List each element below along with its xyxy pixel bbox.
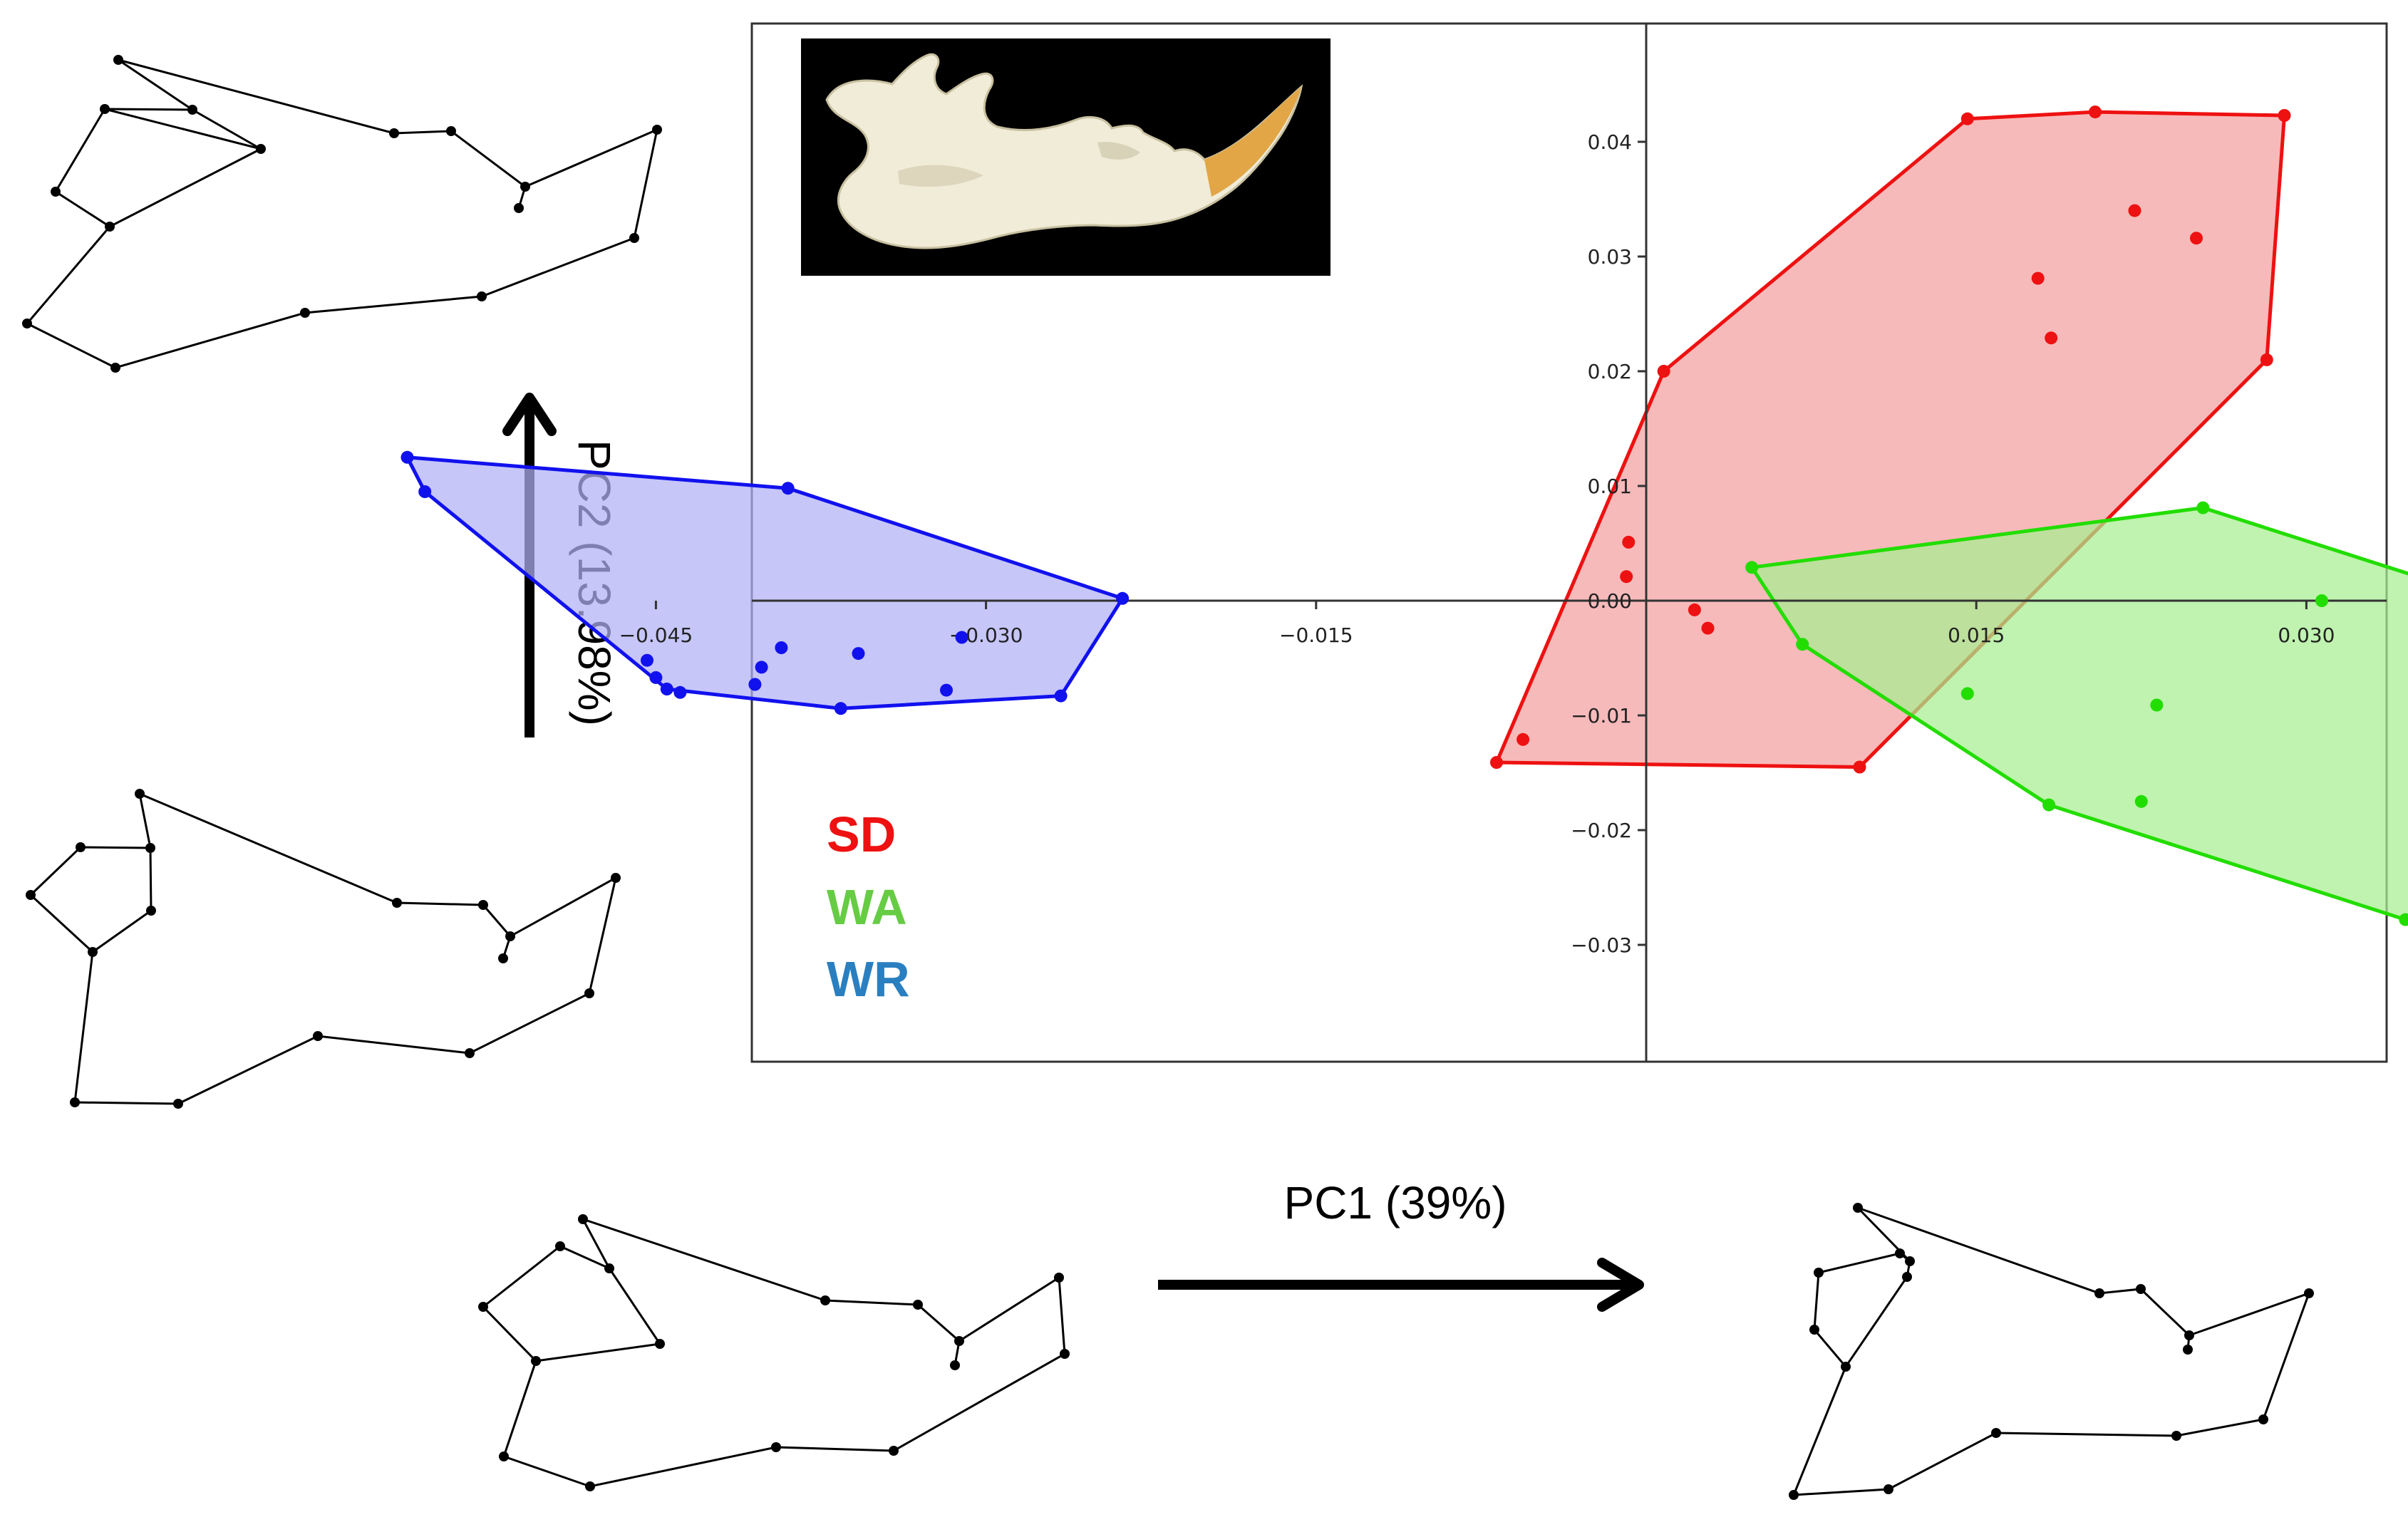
point-sd [1688,603,1701,616]
shape-diagram-outline [502,1275,1066,1488]
y-tick-label: 0.01 [1588,475,1632,498]
point-sd [1620,570,1633,584]
y-tick-label: −0.01 [1571,704,1632,728]
point-sd [2190,232,2203,245]
point-wa [1745,561,1759,574]
point-sd [1622,535,1636,549]
pc1-arrow [1158,1258,1644,1312]
mandible-photo-inset [801,38,1330,276]
y-tick-label: −0.02 [1571,819,1632,842]
point-sd [1490,756,1503,769]
y-tick-label: 0.00 [1588,589,1632,613]
x-tick-label: 0.015 [1948,623,2005,647]
x-tick-label: 0.030 [2278,623,2335,647]
point-wa [2150,698,2164,712]
x-tick-label: −0.045 [619,623,693,647]
hull-wr [405,455,1125,710]
point-sd [2045,331,2058,345]
point-wa [1796,638,1809,651]
shape-diagram-outline [25,58,659,369]
point-sd [2089,105,2102,119]
y-tick-label: 0.02 [1588,360,1632,383]
point-sd [1960,112,1974,125]
legend-label-sd: SD [827,807,896,862]
point-wa [2196,501,2210,514]
point-wr [673,685,687,699]
mandible-bone-icon [825,53,1303,249]
shape-diagram-outline [118,58,526,188]
point-sd [2031,271,2045,285]
point-wr [834,702,847,715]
shape-diagram-outline [582,1218,961,1366]
point-wr [748,678,762,691]
hull-wa [1750,506,2408,923]
point-wr [660,683,673,695]
point-wr [641,653,653,667]
point-sd [1701,621,1715,635]
point-wa [1960,687,1974,700]
point-wr [955,631,968,644]
legend-label-wr: WR [827,951,910,1007]
point-wr [1116,591,1130,605]
point-wa [2315,594,2328,607]
shape-diagram-outline [29,846,151,953]
point-wr [401,450,414,464]
shape-diagram-bottom-right [1789,1203,2314,1500]
shape-diagram-middle-left [26,789,621,1109]
point-wr [1054,689,1068,703]
legend: SD WA WR [827,807,910,1007]
point-wr [781,482,795,495]
y-tick-label: 0.03 [1588,245,1632,269]
x-axis-title: PC1 (39%) [1284,1177,1507,1228]
point-sd [1657,365,1670,378]
shape-diagram-outline [1792,1291,2311,1496]
point-wa [2399,913,2408,926]
point-wr [940,683,953,697]
shape-diagram-outline [1813,1206,1911,1369]
shape-diagram-bottom-left [478,1214,1070,1491]
point-wr [852,647,865,661]
point-sd [2128,204,2141,217]
y-tick-label: 0.04 [1588,130,1632,154]
shape-diagram-top-left [22,55,662,373]
point-sd [1516,733,1530,746]
point-wr [418,485,432,498]
point-sd [2260,353,2273,366]
shape-diagram-outline [73,793,618,1105]
y-tick-label: −0.03 [1571,933,1632,957]
point-sd [2278,109,2291,122]
shape-diagram-outline [109,147,262,228]
point-wa [2042,798,2056,812]
x-tick-label: −0.015 [1279,623,1353,647]
point-wr [755,661,768,674]
shape-diagram-outline [139,792,512,937]
data-points [401,105,2408,926]
point-sd [1853,760,1866,774]
shape-diagram-outline [104,108,193,111]
point-wa [2134,795,2148,808]
legend-label-wa: WA [827,879,907,935]
axes: −0.045−0.030−0.0150.0150.0300.0450.040.0… [619,24,2387,1062]
point-wr [775,641,788,654]
shape-diagram-outline [481,1218,662,1362]
convex-hulls [405,110,2408,923]
point-wr [649,671,663,684]
